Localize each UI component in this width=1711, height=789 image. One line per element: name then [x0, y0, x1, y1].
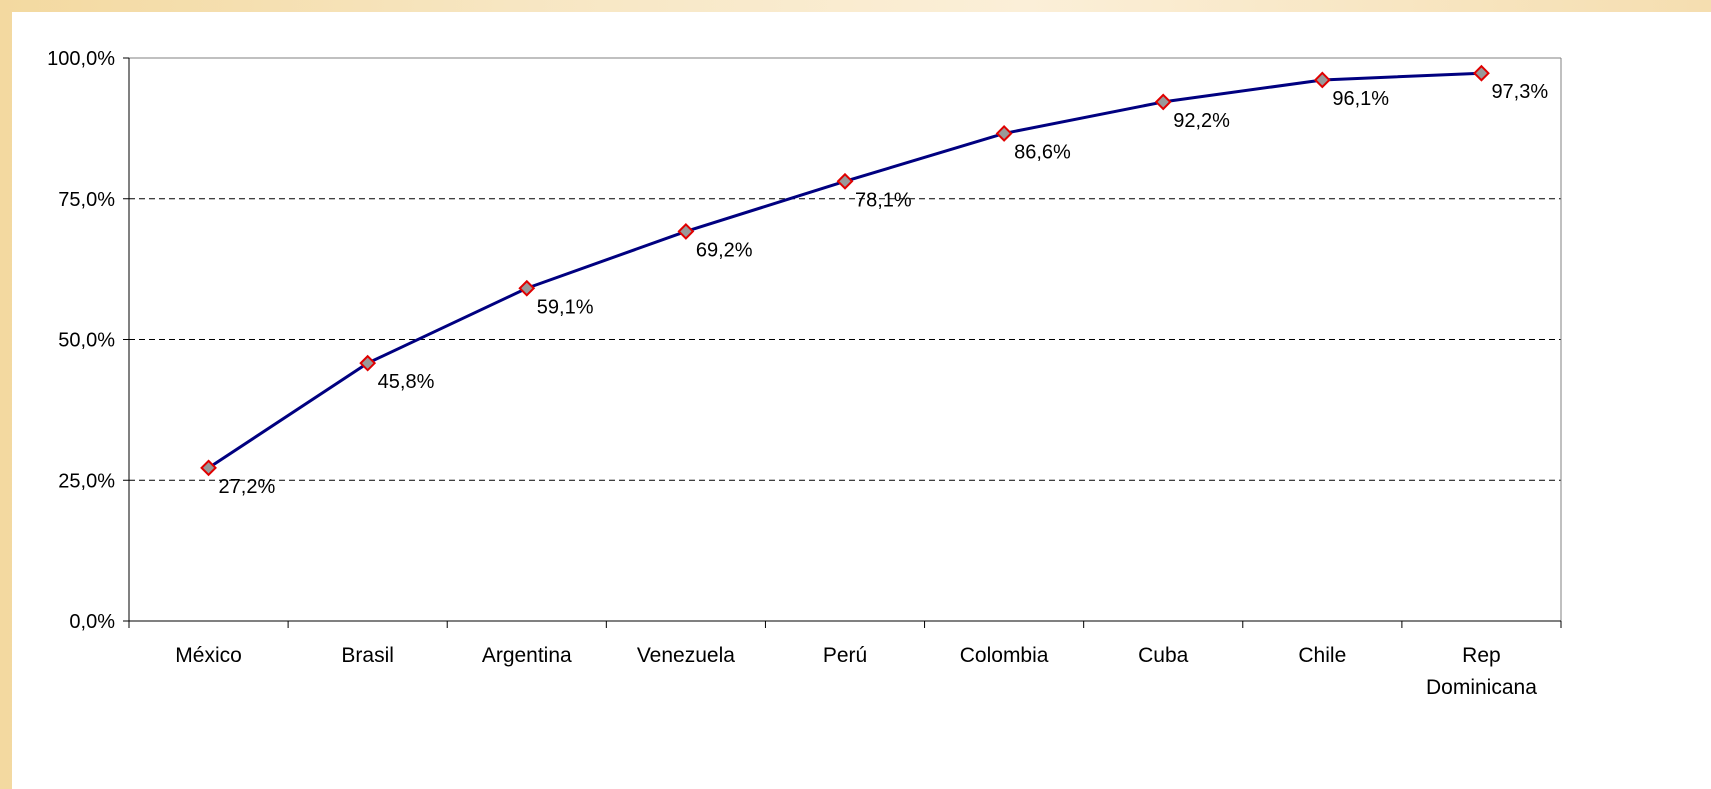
x-tick-label-2: Argentina	[482, 644, 572, 667]
x-tick-label-0: México	[175, 644, 242, 667]
x-tick-label-3: Venezuela	[637, 644, 735, 667]
y-tick-label-4: 100,0%	[47, 48, 115, 70]
data-point-2	[518, 279, 536, 297]
series-line-0	[207, 71, 1482, 470]
data-point-4	[836, 172, 854, 190]
data-point-0	[200, 459, 217, 477]
x-tick-labels: México Brasil Argentina Venezuela Perú Colomb…	[175, 644, 1537, 699]
data-point-7	[1313, 71, 1331, 89]
y-tick-label-1: 25,0%	[58, 470, 115, 492]
line-chart: 0,0% 25,0% 50,0% 75,0% 100,0% México Brasil Ar…	[47, 48, 1562, 699]
data-label-0: 27,2%	[219, 476, 276, 498]
data-point-1	[359, 354, 377, 372]
y-tick-labels: 0,0% 25,0% 50,0% 75,0% 100,0%	[47, 48, 115, 633]
data-label-1: 45,8%	[378, 371, 435, 393]
data-label-2: 59,1%	[537, 296, 594, 318]
data-labels: 27,2% 45,8% 59,1% 69,2% 78,1% 86,6% 92,2% 96,1%…	[219, 81, 1549, 498]
y-tick-label-3: 75,0%	[58, 189, 115, 211]
data-point-6	[1154, 93, 1172, 111]
markers	[200, 64, 1490, 477]
data-label-4: 78,1%	[855, 189, 912, 211]
x-tick-label-7: Chile	[1298, 644, 1346, 667]
x-tick-label-1: Brasil	[341, 644, 394, 667]
axes	[123, 57, 1562, 628]
y-tick-label-0: 0,0%	[69, 611, 115, 633]
y-tick-label-2: 50,0%	[58, 330, 115, 352]
series	[207, 71, 1482, 470]
x-tick-label-6: Cuba	[1138, 644, 1189, 667]
x-tick-label-5: Colombia	[960, 644, 1049, 667]
data-label-3: 69,2%	[696, 239, 753, 261]
data-label-5: 86,6%	[1014, 141, 1071, 163]
data-point-5	[995, 125, 1013, 142]
data-point-8	[1473, 64, 1490, 82]
data-label-6: 92,2%	[1173, 110, 1230, 132]
data-label-7: 96,1%	[1332, 88, 1389, 110]
chart-frame: 0,0% 25,0% 50,0% 75,0% 100,0% México Brasil Ar…	[12, 12, 1711, 789]
gridlines	[129, 198, 1561, 481]
x-tick-label-8: Rep Dominicana	[1426, 644, 1537, 699]
data-point-3	[677, 222, 695, 240]
x-tick-label-4: Perú	[823, 644, 867, 667]
data-label-8: 97,3%	[1491, 81, 1548, 103]
